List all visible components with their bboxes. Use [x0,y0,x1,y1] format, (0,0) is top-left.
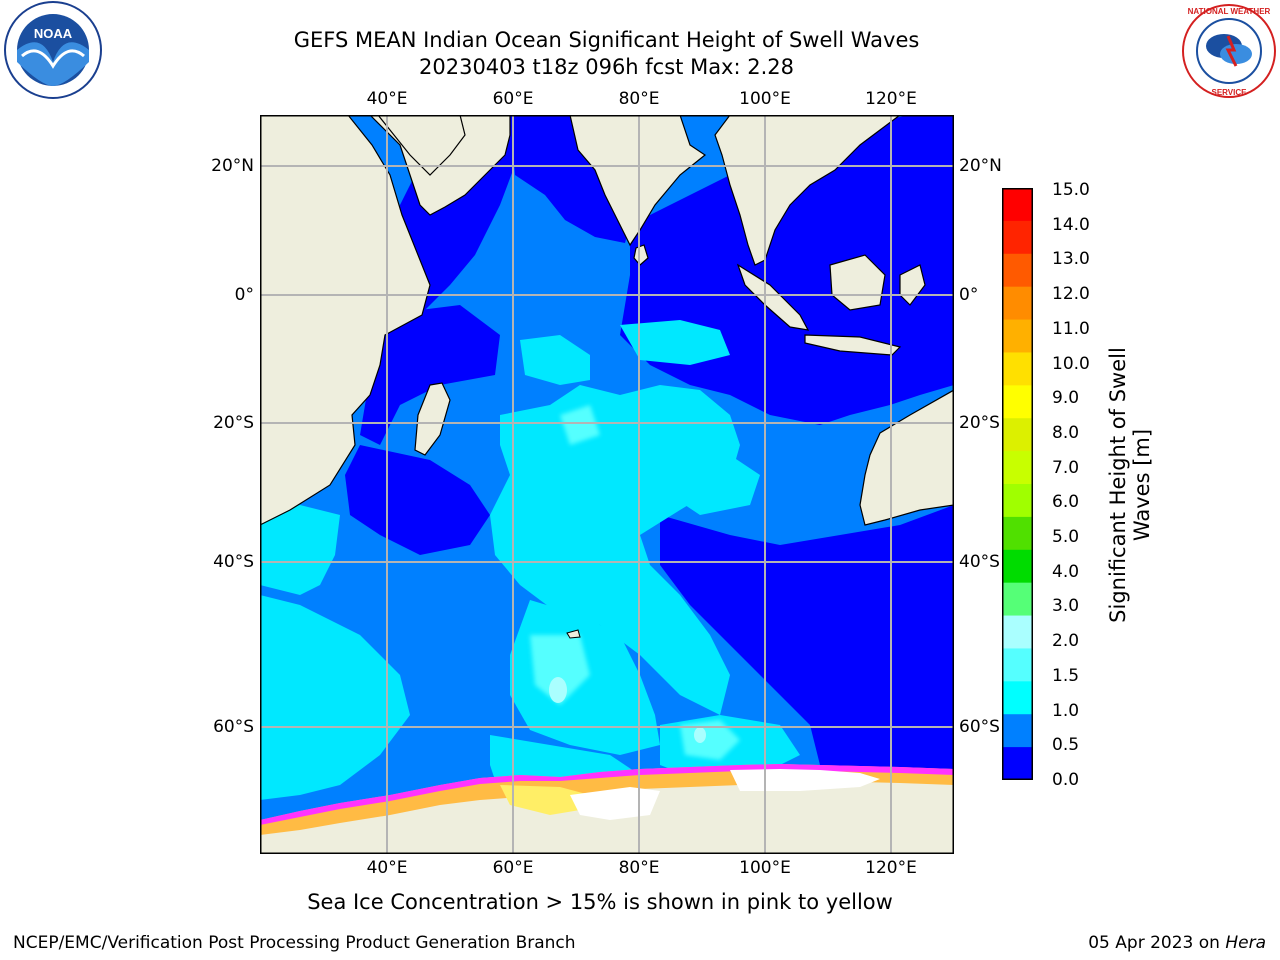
chart-subtitle: 20230403 t18z 096h fcst Max: 2.28 [419,55,794,79]
colorbar-tick-label: 11.0 [1052,318,1090,339]
lat-tick-left: 40°S [213,552,254,572]
colorbar [1002,187,1038,784]
colorbar-tick-label: 13.0 [1052,249,1090,270]
svg-text:NOAA: NOAA [34,26,73,41]
footer-credit: NCEP/EMC/Verification Post Processing Pr… [13,933,576,953]
lon-tick-bottom: 80°E [618,858,660,878]
colorbar-cell [1002,615,1033,649]
colorbar-tick-label: 3.0 [1052,596,1080,617]
lon-tick-top: 120°E [865,89,917,109]
colorbar-tick-label: 10.0 [1052,353,1090,374]
footer-date-text: 05 Apr 2023 on [1088,933,1220,953]
colorbar-cell [1002,220,1033,255]
svg-text:SERVICE: SERVICE [1212,88,1248,97]
colorbar-tick-label: 15.0 [1052,180,1090,200]
madagascar [414,382,451,456]
footer-date: 05 Apr 2023 on Hera [1088,933,1266,953]
lon-tick-top: 100°E [739,89,791,109]
lon-tick-top: 80°E [618,89,660,109]
nws-logo: NATIONAL WEATHER SERVICE [1178,2,1280,104]
sumatra [736,263,810,331]
colorbar-cell [1002,319,1033,353]
colorbar-tick-label: 12.0 [1052,284,1090,305]
sri-lanka [633,244,649,266]
colorbar-tick-label: 5.0 [1052,527,1080,548]
graticule [260,115,954,854]
colorbar-tick-label: 8.0 [1052,422,1080,443]
colorbar-tick-label: 6.0 [1052,492,1080,513]
sea-ice-band [260,764,954,835]
lat-tick-right: 0° [959,285,979,305]
colorbar-tick-label: 7.0 [1052,457,1080,478]
colorbar-cell [1002,549,1033,584]
colorbar-tick-label: 14.0 [1052,214,1090,235]
colorbar-title: Significant Height of Swell Waves [m] [1106,347,1154,623]
lat-tick-right: 40°S [959,552,1000,572]
lat-tick-right: 20°S [959,413,1000,433]
swell-1.5-2.0m-regions [530,405,740,760]
colorbar-tick-label: 1.5 [1052,665,1080,686]
colorbar-cell [1002,451,1033,485]
southeast-asia-land [714,115,901,266]
colorbar-cell [1002,582,1033,617]
kerguelen-island [566,629,581,639]
colorbar-cell [1002,352,1033,386]
lon-tick-top: 60°E [492,89,534,109]
footer-host: Hera [1225,933,1266,953]
chart-title: GEFS MEAN Indian Ocean Significant Heigh… [293,28,920,52]
lat-tick-right: 60°S [959,717,1000,737]
noaa-logo: NOAA [2,0,104,104]
colorbar-cell [1002,188,1033,222]
colorbar-tick-label: 4.0 [1052,561,1080,582]
colorbar-tick-label: 2.0 [1052,631,1080,652]
swell-2.0-3.0m-spots [549,677,706,743]
colorbar-tick-label: 9.0 [1052,388,1080,409]
horn-of-africa [377,115,466,176]
colorbar-cell [1002,253,1033,288]
colorbar-cell [1002,648,1033,682]
lon-tick-top: 40°E [366,89,408,109]
lat-tick-left: 20°S [213,413,254,433]
lat-tick-right: 20°N [959,156,1002,176]
lat-tick-left: 0° [234,285,254,305]
sea-ice-note: Sea Ice Concentration > 15% is shown in … [307,890,893,914]
colorbar-cell [1002,714,1033,748]
lat-tick-left: 60°S [213,717,254,737]
lat-tick-left: 20°N [211,156,254,176]
map-border [260,115,954,854]
colorbar-cell [1002,681,1033,715]
lon-tick-bottom: 120°E [865,858,917,878]
colorbar-tick-label: 0.0 [1052,770,1080,790]
svg-text:NATIONAL WEATHER: NATIONAL WEATHER [1188,7,1271,16]
colorbar-cell [1002,385,1033,419]
lon-tick-bottom: 60°E [492,858,534,878]
colorbar-cell [1002,747,1033,781]
colorbar-tick-label: 1.0 [1052,700,1080,721]
colorbar-cell [1002,484,1033,518]
swell-height-map [260,115,954,858]
colorbar-tick-label: 0.5 [1052,735,1080,756]
lon-tick-bottom: 40°E [366,858,408,878]
colorbar-cell [1002,516,1033,551]
lon-tick-bottom: 100°E [739,858,791,878]
colorbar-cell [1002,286,1033,321]
colorbar-cell [1002,418,1033,452]
colorbar-cells [1002,187,1038,781]
